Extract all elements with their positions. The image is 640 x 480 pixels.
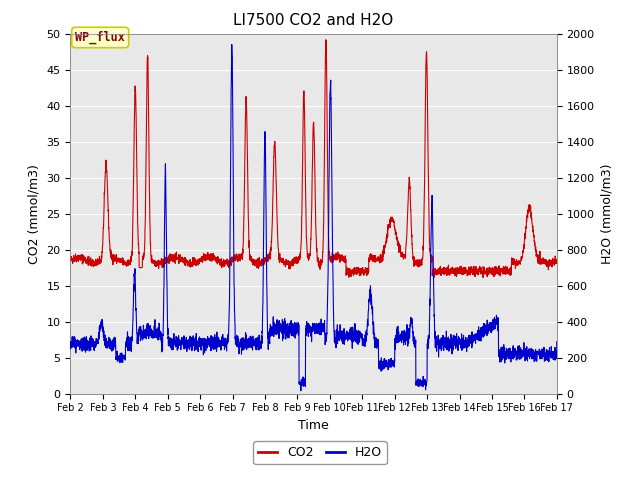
Legend: CO2, H2O: CO2, H2O [253, 441, 387, 464]
Y-axis label: H2O (mmol/m3): H2O (mmol/m3) [600, 163, 613, 264]
Text: WP_flux: WP_flux [76, 31, 125, 44]
X-axis label: Time: Time [298, 419, 329, 432]
Title: LI7500 CO2 and H2O: LI7500 CO2 and H2O [234, 13, 394, 28]
Y-axis label: CO2 (mmol/m3): CO2 (mmol/m3) [28, 164, 41, 264]
